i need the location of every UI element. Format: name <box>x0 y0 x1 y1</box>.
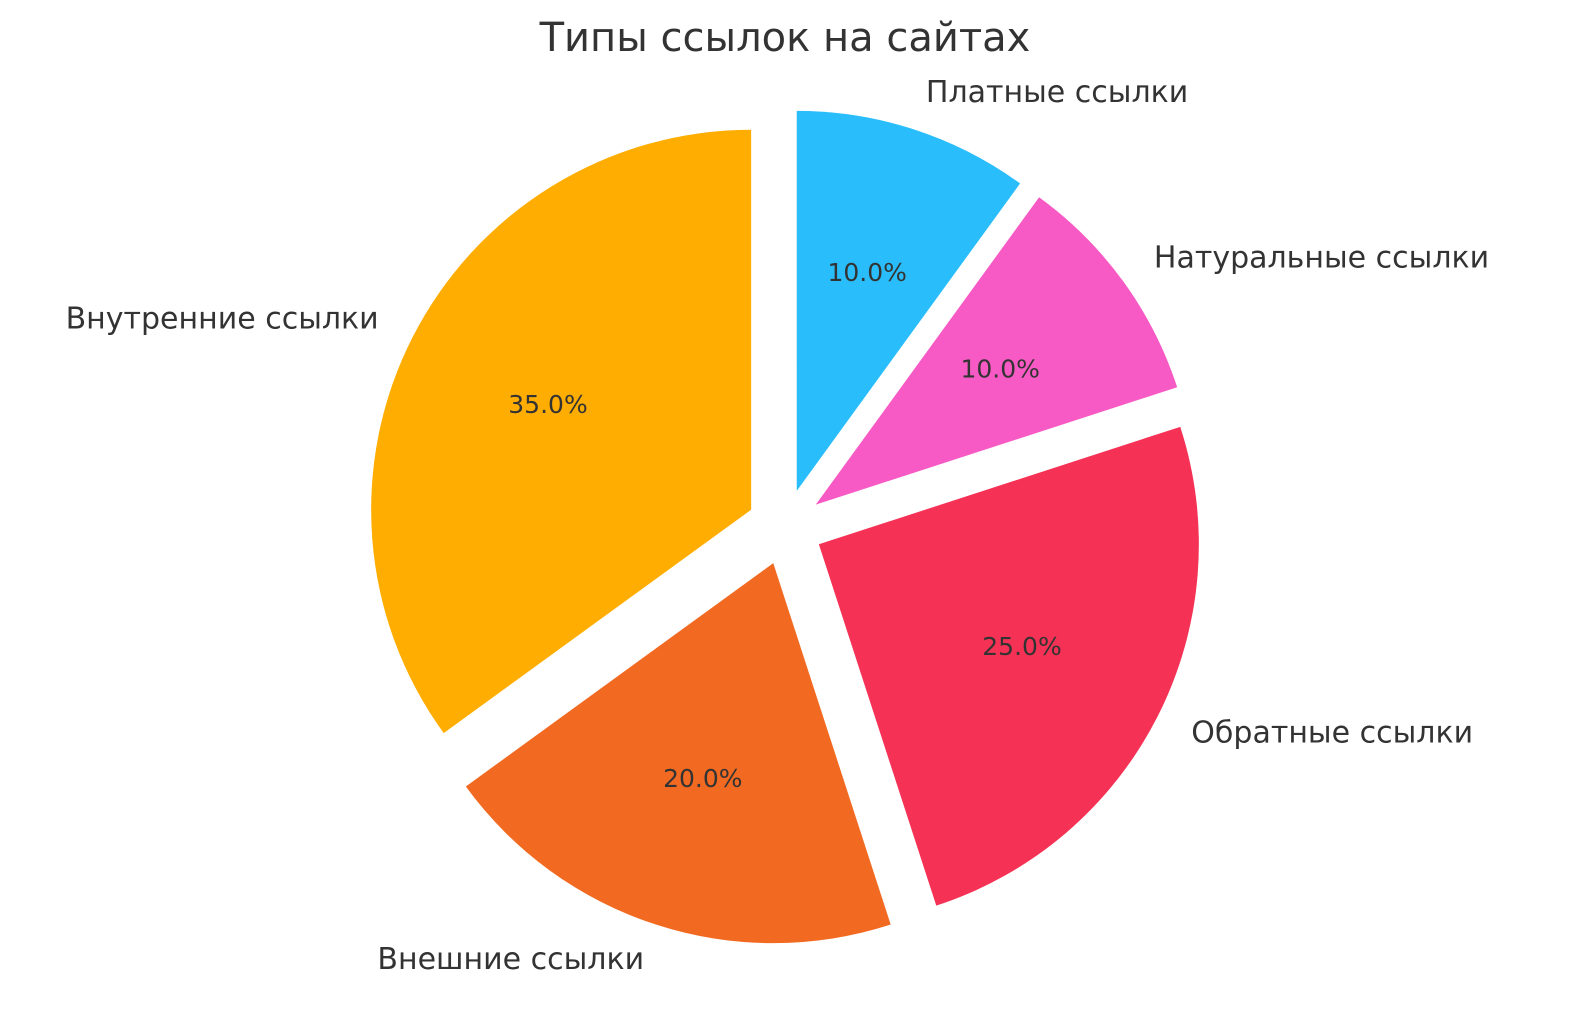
pie-slice <box>465 563 891 944</box>
value-label: 10.0% <box>960 355 1039 384</box>
pie-slice <box>796 110 1021 491</box>
slice-label: Натуральные ссылки <box>1154 240 1489 275</box>
slice-label: Платные ссылки <box>926 75 1188 110</box>
slice-label: Внешние ссылки <box>377 942 644 977</box>
value-label: 35.0% <box>508 390 587 419</box>
value-label: 10.0% <box>827 258 906 287</box>
value-label: 25.0% <box>982 632 1061 661</box>
slice-label: Обратные ссылки <box>1191 716 1473 751</box>
slice-label: Внутренние ссылки <box>66 301 379 336</box>
pie-slice <box>818 426 1199 906</box>
chart-title: Типы ссылок на сайтах <box>539 15 1031 61</box>
pie-slice <box>815 197 1178 505</box>
value-label: 20.0% <box>663 764 742 793</box>
pie-slice <box>371 129 752 734</box>
